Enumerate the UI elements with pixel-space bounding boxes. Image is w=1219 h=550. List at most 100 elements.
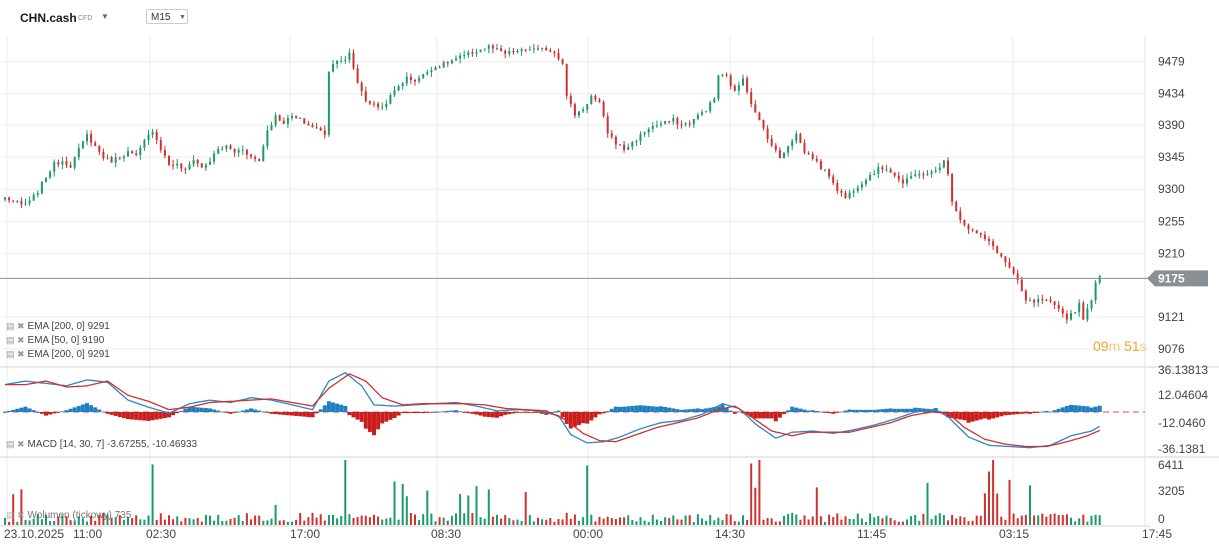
candle (500, 48, 503, 51)
macd-histogram-bar (339, 404, 344, 413)
volume-bar (426, 490, 429, 525)
volume-bar (348, 514, 351, 525)
macd-histogram-bar (687, 409, 692, 413)
volume-bar (865, 521, 867, 525)
instrument-type-label: CFD (78, 15, 93, 22)
volume-bar (647, 521, 650, 525)
timeframe-select[interactable]: M15 ▼ (146, 9, 188, 24)
macd-histogram-bar (827, 412, 832, 414)
price-tick-label: 9121 (1158, 310, 1185, 324)
macd-histogram-bar (855, 409, 860, 413)
candle (131, 151, 134, 154)
volume-bar (602, 518, 605, 525)
symbol-label[interactable]: CHN.cash (20, 11, 77, 25)
macd-histogram-bar (892, 408, 897, 413)
macd-histogram-bar (531, 412, 536, 413)
candle (487, 45, 490, 49)
macd-histogram-bar (1081, 405, 1086, 413)
candle (254, 156, 257, 159)
volume-bar (942, 515, 945, 525)
volume-bar (557, 519, 560, 525)
volume-bar (680, 519, 683, 525)
volume-bar (414, 514, 416, 525)
volume-bar (578, 520, 580, 525)
volume-bar (619, 517, 621, 525)
macd-histogram-bar (68, 408, 73, 413)
candle (565, 63, 568, 96)
volume-bar (323, 520, 326, 525)
visibility-icon[interactable]: ▤ ✖ (6, 510, 25, 520)
visibility-icon[interactable]: ▤ ✖ (6, 321, 25, 331)
macd-histogram-bar (392, 412, 397, 419)
candle (368, 101, 371, 104)
macd-histogram-bar (310, 412, 315, 418)
volume-bar (467, 495, 470, 525)
volume-bar (947, 520, 949, 525)
macd-histogram-bar (93, 407, 98, 413)
visibility-icon[interactable]: ▤ ✖ (6, 439, 25, 449)
legend-ema-200[interactable]: ▤ ✖ EMA [200, 0] 9291 (6, 321, 110, 332)
volume-bar (65, 516, 68, 525)
macd-histogram-bar (851, 409, 856, 413)
volume-bar (860, 518, 863, 525)
volume-bar (1000, 516, 1003, 525)
symbol-dropdown-icon[interactable]: ▼ (101, 12, 109, 21)
macd-histogram-bar (158, 412, 163, 419)
candle (586, 103, 589, 110)
candle (840, 190, 843, 193)
price-tick-label: 9345 (1158, 150, 1185, 164)
volume-bar (914, 514, 917, 525)
macd-histogram-bar (31, 410, 36, 413)
candle (614, 136, 617, 145)
volume-bar (582, 517, 585, 525)
candle (819, 160, 822, 170)
macd-histogram-bar (732, 412, 737, 414)
candle (315, 127, 318, 129)
volume-bar (832, 517, 835, 525)
time-tick-label: 17:45 (1142, 527, 1172, 541)
legend-ema-50[interactable]: ▤ ✖ EMA [50, 0] 9190 (6, 335, 105, 346)
macd-histogram-bar (966, 412, 971, 423)
volume-bar (791, 512, 794, 525)
macd-histogram-bar (970, 412, 975, 422)
volume-bar (1078, 518, 1081, 525)
chart-toolbar: CHN.cash CFD ▼ M15 ▼ (0, 0, 1219, 34)
macd-histogram-bar (306, 412, 311, 417)
macd-histogram-bar (351, 412, 356, 418)
macd-histogram-bar (536, 412, 540, 413)
candle (241, 149, 244, 151)
volume-bar (1024, 514, 1027, 525)
visibility-icon[interactable]: ▤ ✖ (6, 335, 25, 345)
visibility-icon[interactable]: ▤ ✖ (6, 349, 25, 359)
volume-bar (901, 521, 904, 525)
volume-bar (221, 521, 224, 525)
volume-bar (401, 484, 404, 525)
candle (881, 167, 884, 170)
volume-bar (303, 520, 306, 525)
legend-ema-200-second[interactable]: ▤ ✖ EMA [200, 0] 9291 (6, 349, 110, 360)
macd-histogram-bar (1040, 411, 1045, 413)
candle (422, 74, 425, 78)
volume-bar (742, 515, 744, 525)
macd-histogram-bar (290, 412, 294, 416)
candle (983, 234, 986, 239)
volume-bar (1012, 513, 1015, 525)
legend-macd[interactable]: ▤ ✖ MACD [14, 30, 7] -3.67255, -10.46933 (6, 439, 198, 450)
legend-volume[interactable]: ▤ ✖ Wolumen (tickowy) 735 (6, 510, 132, 521)
volume-bar (344, 460, 347, 525)
candle (762, 120, 765, 129)
volume-bar (692, 521, 695, 525)
candle (783, 152, 785, 159)
macd-histogram-bar (843, 410, 848, 413)
candle (180, 163, 183, 169)
macd-histogram-bar (23, 406, 28, 413)
candle (922, 174, 925, 176)
macd-histogram-bar (249, 408, 253, 413)
macd-histogram-bar (117, 412, 122, 417)
macd-histogram-bar (650, 406, 655, 413)
volume-bar (172, 519, 175, 525)
volume-bar (705, 520, 708, 525)
candle (209, 161, 211, 165)
candle (643, 132, 646, 135)
